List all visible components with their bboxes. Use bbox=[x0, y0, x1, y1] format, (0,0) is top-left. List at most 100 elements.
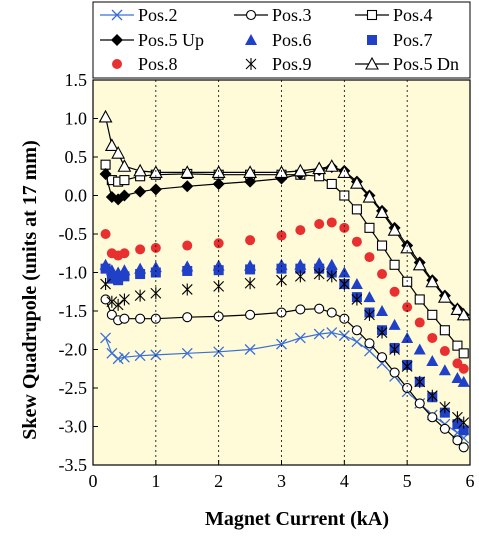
data-point bbox=[351, 236, 362, 247]
legend-item: Pos.2 bbox=[100, 5, 178, 25]
y-tick-label: 0.0 bbox=[65, 186, 88, 206]
legend-marker bbox=[111, 9, 123, 21]
data-point bbox=[100, 278, 111, 291]
data-point bbox=[324, 159, 339, 172]
chart-marks bbox=[98, 109, 471, 453]
data-point bbox=[426, 355, 439, 367]
data-point bbox=[276, 307, 287, 318]
legend-item: Pos.3 bbox=[234, 5, 312, 25]
data-point bbox=[113, 275, 124, 286]
data-point bbox=[295, 225, 306, 236]
data-point bbox=[452, 340, 463, 351]
data-point bbox=[98, 109, 113, 123]
data-point bbox=[326, 217, 337, 228]
data-point bbox=[294, 332, 306, 344]
data-point bbox=[112, 298, 124, 311]
data-point bbox=[182, 240, 193, 251]
x-tick-label: 6 bbox=[466, 471, 475, 491]
data-point bbox=[150, 267, 161, 278]
data-point bbox=[134, 185, 147, 198]
data-point bbox=[362, 189, 377, 203]
data-point bbox=[295, 304, 306, 315]
data-point bbox=[312, 161, 327, 175]
data-point bbox=[451, 371, 464, 383]
legend-label: Pos.5 Dn bbox=[393, 54, 459, 74]
data-point bbox=[457, 375, 470, 387]
data-point bbox=[364, 308, 375, 321]
data-point bbox=[439, 401, 451, 414]
legend: Pos.2 Pos.3 Pos.4 Pos.5 Up Pos.6 Pos.7 Pos.8 Po… bbox=[92, 1, 471, 79]
data-point bbox=[118, 189, 131, 202]
data-point bbox=[326, 270, 338, 283]
data-point bbox=[326, 327, 338, 339]
data-point bbox=[452, 411, 463, 424]
data-point bbox=[293, 163, 308, 177]
data-point bbox=[106, 273, 117, 284]
data-point bbox=[458, 416, 470, 429]
legend-item: Pos.9 bbox=[245, 54, 312, 74]
data-point bbox=[426, 389, 438, 402]
data-point bbox=[99, 167, 112, 180]
data-point bbox=[349, 176, 364, 189]
data-point bbox=[412, 257, 427, 271]
series-pos-8 bbox=[100, 217, 469, 374]
data-point bbox=[326, 307, 337, 318]
data-point bbox=[339, 313, 350, 324]
data-point bbox=[439, 325, 450, 336]
legend-label: Pos.7 bbox=[393, 30, 433, 50]
data-point bbox=[150, 349, 162, 361]
data-point bbox=[375, 205, 389, 218]
data-point bbox=[314, 218, 325, 229]
axes: 0 1 2 3 4 5 6 -3.5 -3.0 -2.5 -2.0 -1.5 -1.0 -0.5 0.0 0.… bbox=[59, 70, 475, 491]
x-tick-label: 1 bbox=[151, 471, 160, 491]
y-tick-label: 1.5 bbox=[65, 70, 88, 90]
data-point bbox=[150, 313, 161, 324]
y-tick-label: -1.5 bbox=[59, 301, 88, 321]
y-tick-label: 1.0 bbox=[65, 109, 88, 129]
x-axis-label: Magnet Current (kA) bbox=[205, 508, 389, 530]
legend-label: Pos.2 bbox=[138, 5, 178, 25]
y-tick-label: -2.0 bbox=[59, 340, 88, 360]
data-point bbox=[326, 178, 337, 189]
data-point bbox=[150, 242, 161, 253]
data-point bbox=[427, 309, 438, 320]
legend-label: Pos.9 bbox=[272, 54, 312, 74]
data-point bbox=[376, 305, 389, 316]
data-point bbox=[295, 263, 306, 274]
data-point bbox=[351, 204, 362, 215]
data-point bbox=[104, 138, 119, 151]
data-point bbox=[314, 303, 325, 314]
data-point bbox=[350, 278, 363, 290]
data-point bbox=[364, 222, 375, 233]
data-point bbox=[376, 240, 388, 251]
data-point bbox=[181, 347, 193, 359]
x-tick-label: 0 bbox=[89, 471, 98, 491]
data-point bbox=[387, 223, 402, 236]
data-point bbox=[245, 235, 256, 246]
data-point bbox=[100, 294, 111, 305]
data-point bbox=[389, 286, 400, 297]
data-point bbox=[450, 302, 465, 316]
data-point bbox=[425, 274, 440, 288]
legend-marker bbox=[245, 58, 257, 70]
data-point bbox=[452, 435, 463, 446]
data-point bbox=[149, 183, 162, 196]
data-point bbox=[389, 259, 400, 270]
y-tick-label: 0.5 bbox=[65, 147, 88, 167]
data-point bbox=[458, 425, 469, 436]
legend-marker bbox=[365, 56, 379, 70]
legend-box bbox=[92, 1, 471, 79]
data-point bbox=[119, 313, 130, 324]
data-point bbox=[389, 343, 400, 356]
x-tick-label: 3 bbox=[277, 471, 286, 491]
data-point bbox=[135, 313, 146, 324]
data-point bbox=[413, 343, 426, 355]
data-point bbox=[182, 265, 193, 276]
data-point bbox=[119, 293, 130, 306]
data-point bbox=[438, 364, 451, 376]
data-point bbox=[414, 294, 425, 305]
data-point bbox=[150, 287, 162, 300]
data-point bbox=[276, 263, 287, 274]
data-point bbox=[313, 328, 325, 340]
